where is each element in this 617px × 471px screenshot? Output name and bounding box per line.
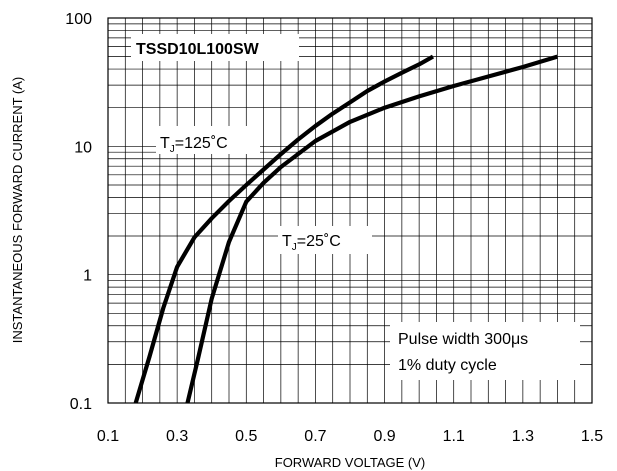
label-125c-prefix: T: [160, 135, 170, 152]
label-25c-prefix: T: [282, 233, 292, 250]
y-tick-label: 10: [74, 139, 92, 156]
y-tick-labels: 0.1 1 10 100: [65, 11, 92, 413]
label-25c: TJ=25˚C: [278, 226, 372, 254]
plot-frame: [107, 17, 593, 404]
y-axis-title: INSTANTANEOUS FORWARD CURRENT (A): [10, 77, 25, 344]
y-tick-label: 0.1: [70, 396, 92, 413]
label-25c-sub: J: [292, 242, 297, 253]
label-25c-suffix: =25˚C: [297, 233, 341, 250]
pulse-note: Pulse width 300μs 1% duty cycle: [390, 322, 580, 380]
label-125c-sub: J: [170, 144, 175, 155]
series-line-0: [133, 54, 435, 404]
x-tick-label: 0.9: [373, 428, 395, 445]
x-tick-labels: 0.1 0.3 0.5 0.7 0.9 1.1 1.3 1.5: [97, 428, 603, 445]
x-tick-label: 1.3: [512, 428, 534, 445]
curves: [133, 54, 559, 404]
x-tick-label: 1.1: [443, 428, 465, 445]
svg-text:TJ=125˚C: TJ=125˚C: [160, 135, 228, 155]
label-125c: TJ=125˚C: [156, 126, 260, 155]
x-tick-label: 0.3: [166, 428, 188, 445]
x-tick-label: 0.7: [304, 428, 326, 445]
part-number-label: TSSD10L100SW: [136, 41, 260, 58]
x-tick-label: 0.5: [235, 428, 257, 445]
y-tick-label: 1: [83, 268, 92, 285]
y-tick-label: 100: [65, 11, 92, 28]
pulse-note-line2: 1% duty cycle: [398, 357, 497, 374]
part-number-box: TSSD10L100SW: [131, 34, 299, 61]
x-axis-title: FORWARD VOLTAGE (V): [275, 455, 425, 470]
pulse-note-line1: Pulse width 300μs: [398, 331, 528, 348]
label-125c-suffix: =125˚C: [175, 135, 228, 152]
x-tick-label: 0.1: [97, 428, 119, 445]
svg-text:TJ=25˚C: TJ=25˚C: [282, 233, 341, 253]
series-line-1: [185, 54, 559, 404]
x-tick-label: 1.5: [581, 428, 603, 445]
